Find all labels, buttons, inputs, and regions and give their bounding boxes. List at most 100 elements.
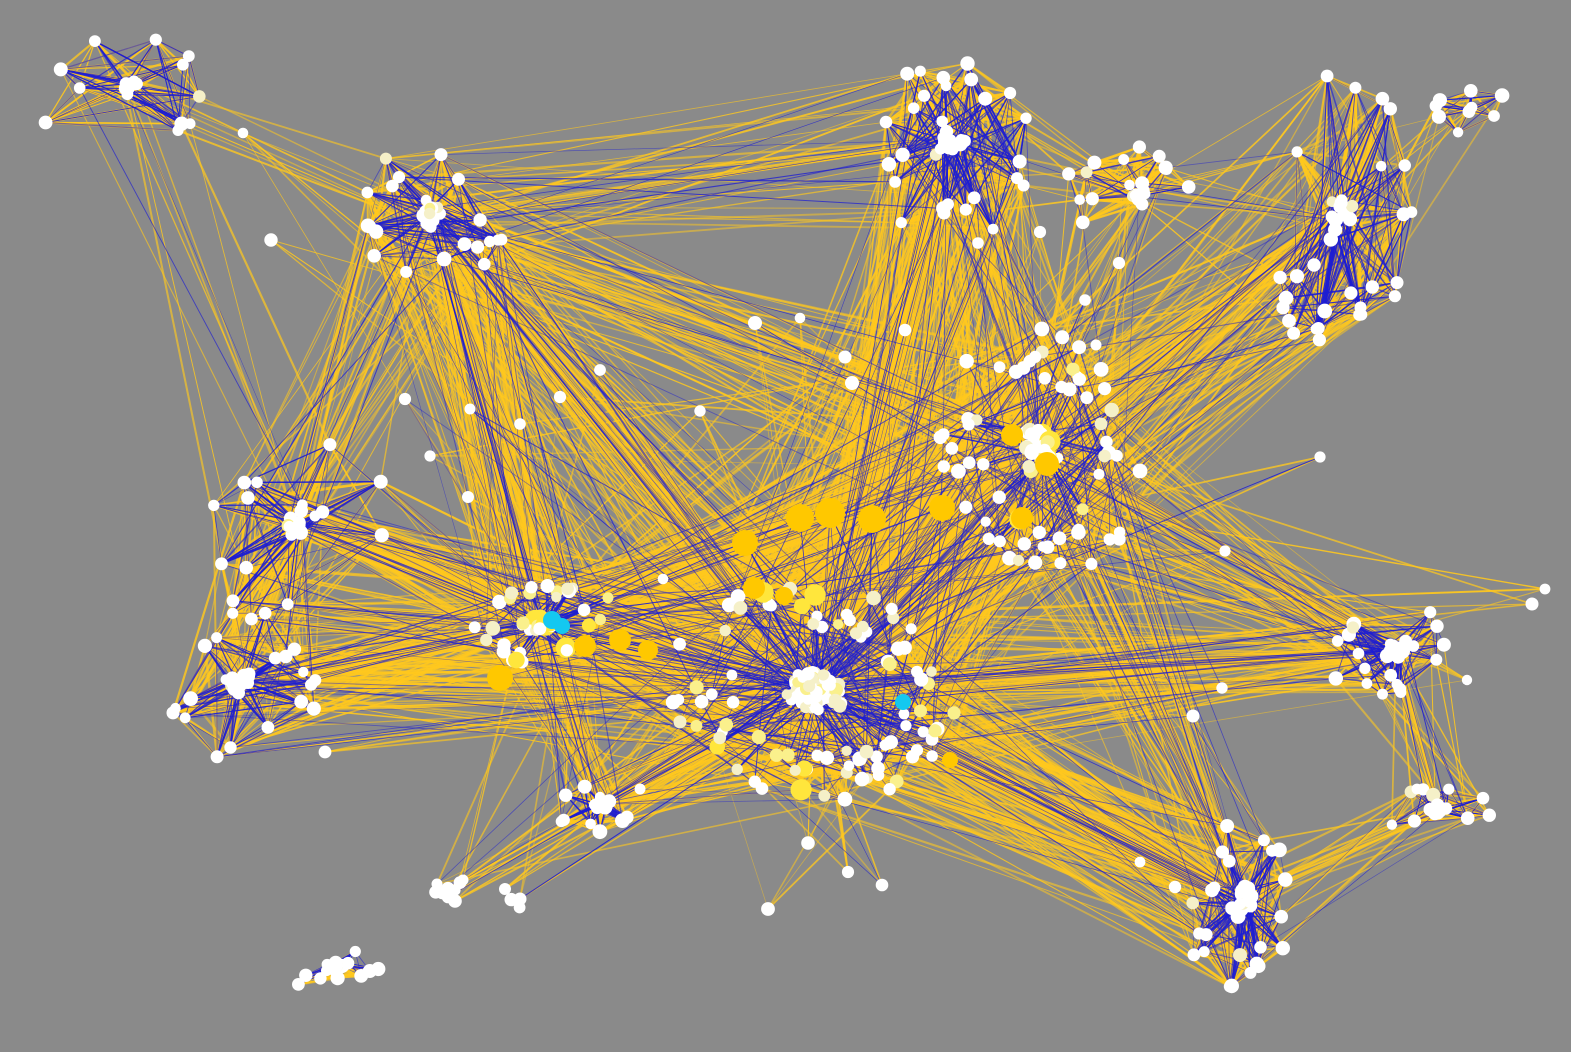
graph-node[interactable]	[937, 206, 951, 220]
graph-node[interactable]	[1291, 146, 1303, 158]
graph-node[interactable]	[1094, 417, 1108, 431]
graph-node[interactable]	[179, 712, 191, 724]
graph-node[interactable]	[817, 669, 829, 681]
graph-node[interactable]	[485, 621, 501, 636]
graph-node[interactable]	[505, 586, 519, 600]
graph-node[interactable]	[769, 748, 784, 762]
graph-node[interactable]	[1436, 637, 1451, 652]
graph-node[interactable]	[457, 237, 472, 252]
graph-node[interactable]	[420, 194, 432, 206]
graph-node[interactable]	[525, 581, 538, 594]
graph-node[interactable]	[245, 612, 258, 626]
graph-node[interactable]	[1187, 948, 1201, 962]
graph-node[interactable]	[775, 587, 793, 605]
graph-node[interactable]	[1395, 686, 1407, 699]
graph-node[interactable]	[1525, 597, 1539, 611]
graph-node[interactable]	[1241, 894, 1255, 908]
graph-node[interactable]	[982, 532, 995, 546]
graph-node[interactable]	[478, 257, 491, 271]
graph-node[interactable]	[900, 720, 912, 732]
graph-node[interactable]	[732, 530, 758, 556]
graph-node[interactable]	[1216, 682, 1228, 694]
graph-node[interactable]	[241, 491, 255, 505]
graph-node[interactable]	[819, 750, 835, 766]
graph-node[interactable]	[210, 750, 224, 764]
graph-node[interactable]	[495, 233, 508, 246]
graph-node[interactable]	[1186, 709, 1200, 723]
graph-node[interactable]	[1476, 791, 1490, 805]
graph-node[interactable]	[1344, 286, 1358, 300]
graph-node[interactable]	[1314, 451, 1326, 463]
graph-node[interactable]	[602, 592, 614, 604]
graph-node[interactable]	[694, 694, 709, 709]
graph-node[interactable]	[871, 761, 885, 775]
graph-node[interactable]	[887, 611, 900, 625]
graph-node[interactable]	[879, 115, 893, 129]
graph-node[interactable]	[883, 783, 896, 796]
graph-node[interactable]	[1008, 364, 1024, 379]
graph-node[interactable]	[330, 971, 345, 986]
graph-node[interactable]	[1443, 783, 1455, 795]
graph-node[interactable]	[577, 779, 592, 794]
graph-node[interactable]	[937, 460, 950, 473]
graph-node[interactable]	[1275, 941, 1291, 956]
graph-node[interactable]	[781, 689, 792, 700]
graph-node[interactable]	[1011, 507, 1033, 529]
graph-node[interactable]	[1407, 814, 1421, 828]
graph-node[interactable]	[748, 775, 761, 788]
graph-node[interactable]	[183, 691, 199, 706]
graph-node[interactable]	[866, 590, 881, 606]
graph-node[interactable]	[936, 115, 948, 128]
graph-node[interactable]	[577, 603, 591, 617]
graph-node[interactable]	[1098, 382, 1112, 396]
graph-node[interactable]	[540, 579, 555, 593]
graph-node[interactable]	[933, 430, 948, 445]
graph-node[interactable]	[1071, 525, 1086, 540]
graph-node[interactable]	[1375, 160, 1387, 172]
graph-node[interactable]	[929, 495, 955, 521]
graph-node[interactable]	[914, 704, 927, 718]
graph-node[interactable]	[1062, 167, 1076, 181]
graph-node[interactable]	[807, 618, 820, 630]
graph-node[interactable]	[551, 591, 562, 603]
graph-node[interactable]	[1215, 845, 1229, 859]
graph-node[interactable]	[1273, 270, 1287, 285]
graph-node[interactable]	[1074, 194, 1085, 205]
graph-node[interactable]	[1080, 166, 1093, 179]
graph-node[interactable]	[748, 316, 762, 330]
graph-node[interactable]	[1093, 468, 1105, 480]
graph-node[interactable]	[705, 688, 718, 701]
graph-node[interactable]	[719, 718, 734, 732]
graph-node[interactable]	[1430, 619, 1444, 633]
graph-node[interactable]	[1331, 635, 1344, 647]
graph-node[interactable]	[1024, 445, 1039, 460]
graph-node[interactable]	[1072, 372, 1086, 386]
graph-node[interactable]	[471, 240, 485, 254]
graph-node[interactable]	[1375, 91, 1390, 106]
graph-node[interactable]	[917, 89, 931, 102]
graph-node[interactable]	[1361, 678, 1373, 689]
graph-node[interactable]	[1066, 362, 1080, 376]
graph-node[interactable]	[182, 50, 195, 62]
graph-node[interactable]	[73, 82, 86, 94]
graph-node[interactable]	[585, 818, 596, 830]
graph-node[interactable]	[1274, 909, 1288, 924]
graph-node[interactable]	[895, 147, 910, 162]
graph-node[interactable]	[258, 606, 272, 620]
graph-node[interactable]	[870, 750, 883, 764]
graph-node[interactable]	[751, 729, 766, 745]
graph-node[interactable]	[1098, 449, 1111, 463]
graph-node[interactable]	[837, 791, 853, 807]
graph-node[interactable]	[1017, 179, 1030, 192]
graph-node[interactable]	[1432, 93, 1447, 108]
graph-node[interactable]	[914, 65, 926, 77]
graph-node[interactable]	[1383, 102, 1398, 116]
graph-node[interactable]	[149, 33, 162, 46]
graph-node[interactable]	[448, 894, 462, 908]
graph-node[interactable]	[323, 960, 334, 972]
node-layer[interactable]	[38, 33, 1551, 994]
graph-node[interactable]	[436, 251, 452, 267]
graph-node[interactable]	[184, 118, 196, 130]
